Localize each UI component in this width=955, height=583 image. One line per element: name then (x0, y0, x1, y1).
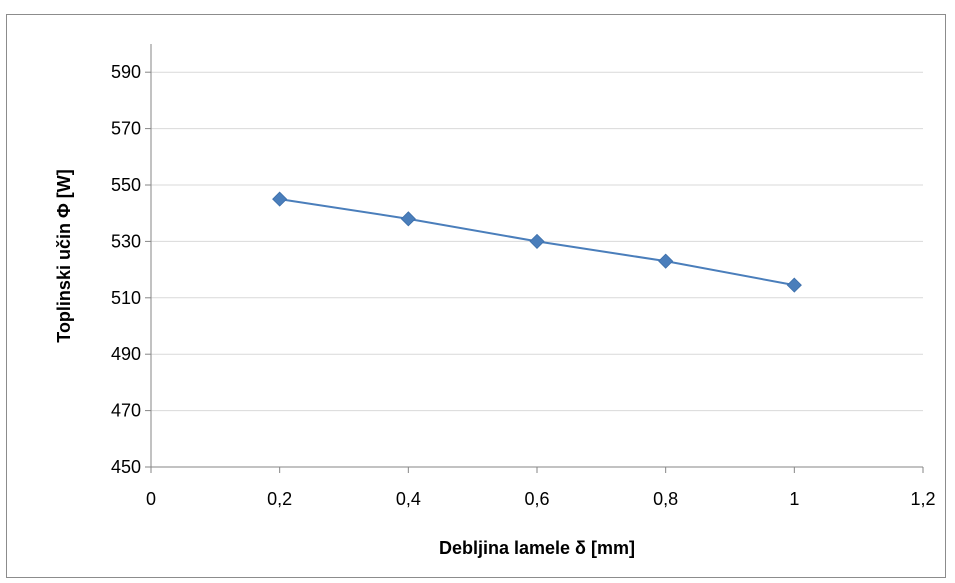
x-axis-title: Debljina lamele δ [mm] (439, 538, 635, 558)
y-tick-label: 470 (111, 401, 141, 421)
y-axis-title: Toplinski učin Φ [W] (54, 169, 74, 342)
y-tick-label: 450 (111, 457, 141, 477)
x-tick-labels: 0 0,2 0,4 0,6 0,8 1 1,2 (146, 489, 936, 509)
x-tick-label: 1 (789, 489, 799, 509)
y-tick-label: 530 (111, 231, 141, 251)
y-tick-label: 550 (111, 175, 141, 195)
data-point (658, 253, 674, 269)
x-tick-label: 1,2 (910, 489, 935, 509)
y-tick-label: 570 (111, 119, 141, 139)
data-point (786, 277, 802, 293)
x-tick-label: 0 (146, 489, 156, 509)
axes (145, 44, 924, 473)
data-point (272, 191, 288, 207)
series-group (272, 191, 802, 293)
gridlines (151, 71, 923, 412)
x-tick-label: 0,8 (653, 489, 678, 509)
data-point (529, 233, 545, 249)
x-tick-label: 0,4 (396, 489, 421, 509)
x-tick-label: 0,6 (524, 489, 549, 509)
y-tick-label: 510 (111, 288, 141, 308)
y-tick-label: 490 (111, 344, 141, 364)
chart-area (6, 14, 946, 578)
y-tick-label: 590 (111, 62, 141, 82)
data-point (400, 211, 416, 227)
x-tick-label: 0,2 (267, 489, 292, 509)
y-tick-labels: 450 470 490 510 530 550 570 590 (111, 62, 141, 477)
